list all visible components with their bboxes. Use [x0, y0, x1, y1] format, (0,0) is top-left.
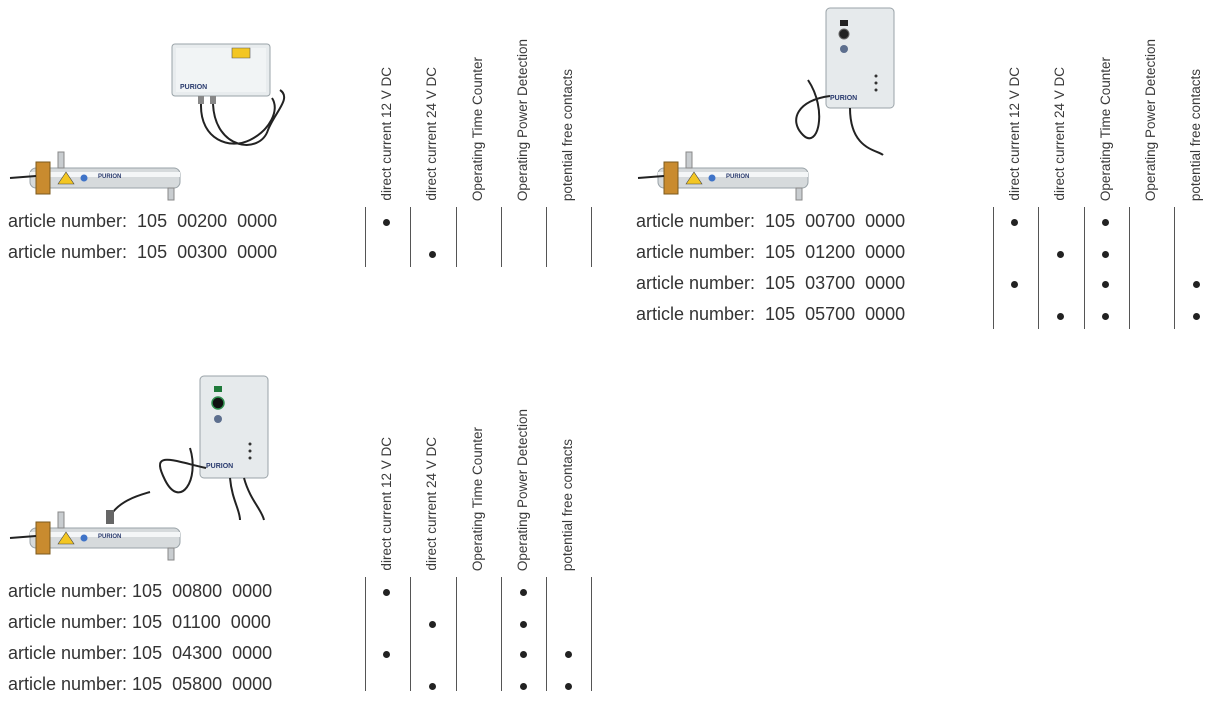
- feature-dot-potential-free: [1193, 313, 1200, 320]
- column-divider: [1174, 207, 1175, 329]
- article-table: article number: 105 00800 0000 article n…: [0, 577, 620, 701]
- feature-dot-potential-free: [565, 651, 572, 658]
- article-number: article number: 105 04300 0000: [8, 643, 273, 663]
- column-header-12v: direct current 12 V DC: [379, 437, 394, 571]
- feature-dot-24v: [429, 683, 436, 690]
- table-row: article number: 105 05700 0000: [628, 300, 1217, 331]
- table-row: article number: 105 05800 0000: [0, 670, 620, 701]
- feature-dot-potential-free: [565, 683, 572, 690]
- column-divider: [546, 577, 547, 691]
- table-row: article number: 105 00700 0000: [628, 207, 1217, 238]
- svg-text:PURION: PURION: [206, 463, 233, 470]
- feature-dot-12v: [383, 651, 390, 658]
- column-header-time-counter: Operating Time Counter: [470, 56, 485, 201]
- column-divider: [501, 577, 502, 691]
- uv-unit-display-illustration: PURION PURION: [637, 7, 895, 201]
- table-row: article number: 105 03700 0000: [628, 269, 1217, 300]
- column-header-24v: direct current 24 V DC: [424, 67, 439, 201]
- svg-text:PURION: PURION: [98, 174, 121, 180]
- column-divider: [365, 577, 366, 691]
- column-header-power-detection: Operating Power Detection: [515, 38, 530, 201]
- article-number: article number: 105 00200 0000: [8, 211, 278, 231]
- uv-unit-sensor-illustration: PURION PURION: [9, 375, 269, 561]
- table-row: article number: 105 00300 0000: [0, 238, 620, 269]
- column-divider: [365, 207, 366, 267]
- column-divider: [993, 207, 994, 329]
- column-divider: [1038, 207, 1039, 329]
- column-divider: [1129, 207, 1130, 329]
- feature-dot-24v: [429, 251, 436, 258]
- column-divider: [456, 207, 457, 267]
- table-row: article number: 105 04300 0000: [0, 639, 620, 670]
- product-block-1: PURION PURION direct current 12 V DC dir…: [0, 0, 620, 300]
- column-divider: [1084, 207, 1085, 329]
- svg-text:PURION: PURION: [180, 84, 207, 91]
- article-table: article number: 105 00200 0000 article n…: [0, 207, 620, 269]
- column-divider: [501, 207, 502, 267]
- article-number: article number: 105 05800 0000: [8, 674, 273, 694]
- feature-dot-24v: [1057, 313, 1064, 320]
- column-header-potential-free: potential free contacts: [560, 438, 575, 571]
- column-header-potential-free: potential free contacts: [560, 68, 575, 201]
- svg-text:PURION: PURION: [726, 174, 749, 180]
- feature-dot-12v: [1011, 219, 1018, 226]
- product-block-3: PURION PURION direct current 12 V DC dir…: [0, 370, 620, 694]
- article-number: article number: 105 00300 0000: [8, 242, 278, 262]
- article-number: article number: 105 00700 0000: [636, 211, 906, 231]
- article-number: article number: 105 00800 0000: [8, 581, 273, 601]
- column-divider: [591, 207, 592, 267]
- column-header-24v: direct current 24 V DC: [1052, 67, 1067, 201]
- column-header-12v: direct current 12 V DC: [379, 67, 394, 201]
- feature-dot-power-detection: [520, 683, 527, 690]
- svg-text:PURION: PURION: [830, 95, 857, 102]
- feature-dot-power-detection: [520, 621, 527, 628]
- article-table: article number: 105 00700 0000 article n…: [628, 207, 1217, 331]
- table-row: article number: 105 01200 0000: [628, 238, 1217, 269]
- column-header-12v: direct current 12 V DC: [1007, 67, 1022, 201]
- feature-dot-time-counter: [1102, 281, 1109, 288]
- column-divider: [410, 207, 411, 267]
- feature-dot-power-detection: [520, 651, 527, 658]
- table-row: article number: 105 00800 0000: [0, 577, 620, 608]
- feature-dot-time-counter: [1102, 219, 1109, 226]
- article-number: article number: 105 03700 0000: [636, 273, 906, 293]
- table-row: article number: 105 00200 0000: [0, 207, 620, 238]
- feature-dot-12v: [1011, 281, 1018, 288]
- column-divider: [410, 577, 411, 691]
- column-header-power-detection: Operating Power Detection: [515, 408, 530, 571]
- feature-dot-potential-free: [1193, 281, 1200, 288]
- feature-dot-time-counter: [1102, 313, 1109, 320]
- feature-dot-12v: [383, 219, 390, 226]
- column-header-24v: direct current 24 V DC: [424, 437, 439, 571]
- column-divider: [546, 207, 547, 267]
- feature-dot-12v: [383, 589, 390, 596]
- column-divider: [456, 577, 457, 691]
- article-number: article number: 105 01200 0000: [636, 242, 906, 262]
- svg-text:PURION: PURION: [98, 534, 121, 540]
- table-row: article number: 105 01100 0000: [0, 608, 620, 639]
- article-number: article number: 105 05700 0000: [636, 304, 906, 324]
- column-header-time-counter: Operating Time Counter: [1098, 56, 1113, 201]
- column-header-potential-free: potential free contacts: [1188, 68, 1203, 201]
- feature-dot-24v: [1057, 251, 1064, 258]
- uv-unit-basic-illustration: PURION PURION: [9, 43, 286, 201]
- column-header-power-detection: Operating Power Detection: [1143, 38, 1158, 201]
- feature-dot-24v: [429, 621, 436, 628]
- feature-dot-time-counter: [1102, 251, 1109, 258]
- product-block-2: PURION PURION direct current 12 V DC dir…: [628, 0, 1217, 330]
- article-number: article number: 105 01100 0000: [8, 612, 271, 632]
- feature-dot-power-detection: [520, 589, 527, 596]
- column-header-time-counter: Operating Time Counter: [470, 426, 485, 571]
- column-divider: [591, 577, 592, 691]
